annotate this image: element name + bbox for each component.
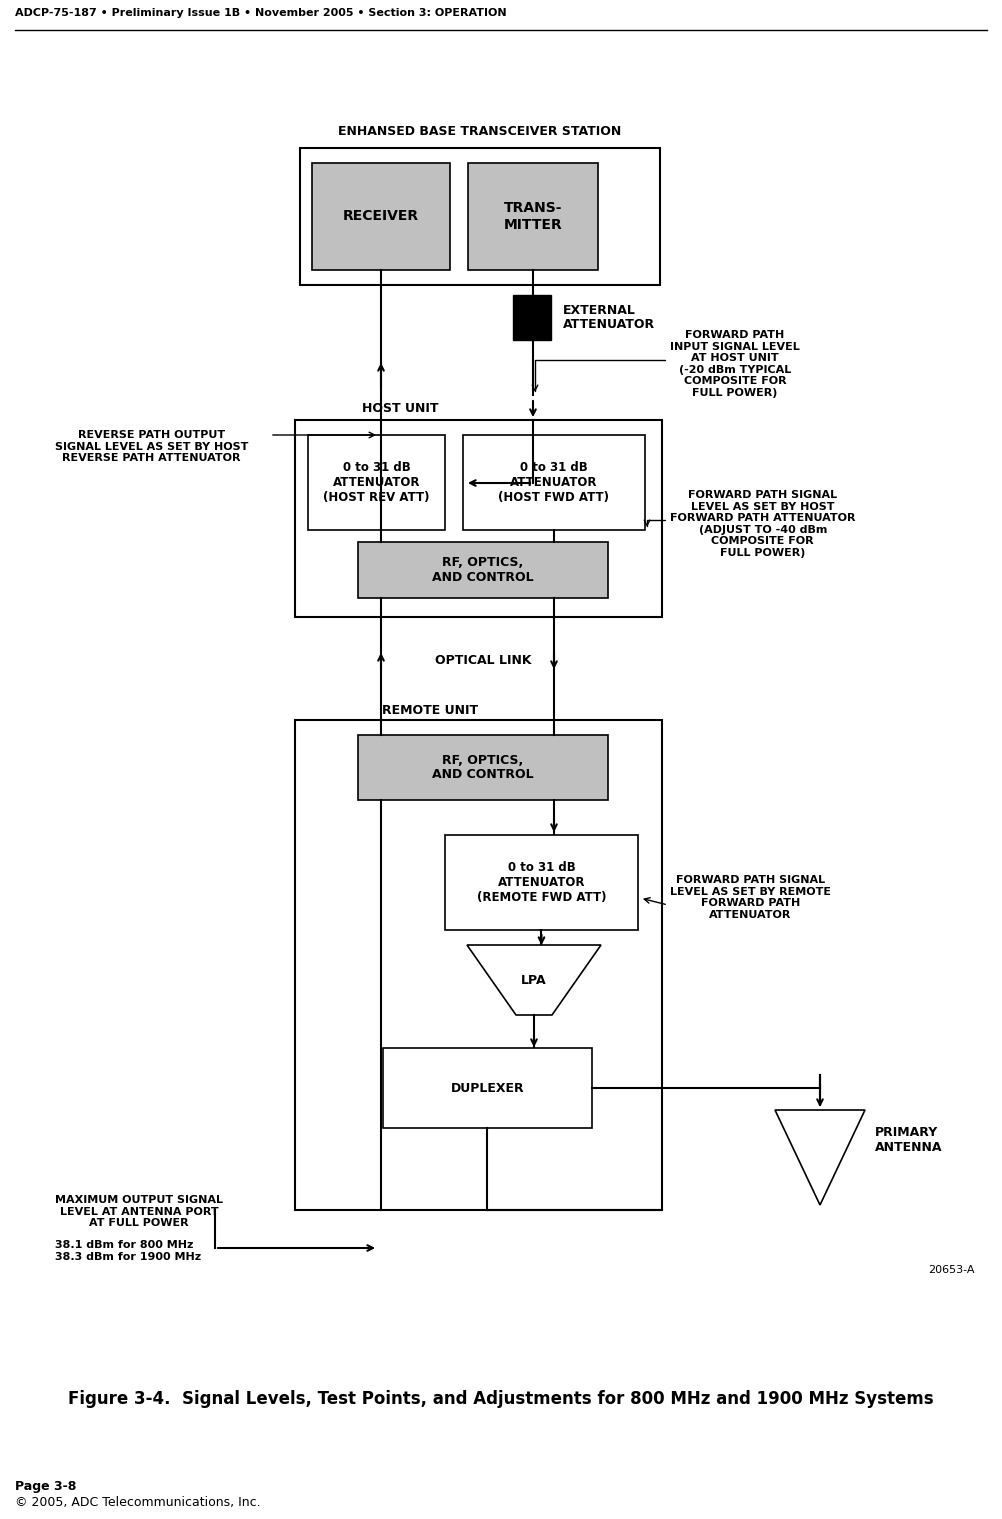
- Text: ENHANSED BASE TRANSCEIVER STATION: ENHANSED BASE TRANSCEIVER STATION: [339, 125, 621, 138]
- Text: RECEIVER: RECEIVER: [343, 210, 419, 223]
- Bar: [463, 434, 645, 530]
- Text: FORWARD PATH
INPUT SIGNAL LEVEL
AT HOST UNIT
(-20 dBm TYPICAL
COMPOSITE FOR
FULL: FORWARD PATH INPUT SIGNAL LEVEL AT HOST …: [670, 330, 800, 398]
- Text: REVERSE PATH OUTPUT
SIGNAL LEVEL AS SET BY HOST
REVERSE PATH ATTENUATOR: REVERSE PATH OUTPUT SIGNAL LEVEL AS SET …: [55, 430, 248, 463]
- Text: HOST UNIT: HOST UNIT: [362, 401, 438, 415]
- Bar: [308, 434, 445, 530]
- Text: RF, OPTICS,
AND CONTROL: RF, OPTICS, AND CONTROL: [432, 556, 534, 583]
- Text: PRIMARY
ANTENNA: PRIMARY ANTENNA: [875, 1126, 943, 1154]
- Text: TRANS-
MITTER: TRANS- MITTER: [504, 202, 562, 231]
- Bar: [358, 735, 608, 801]
- Text: 38.1 dBm for 800 MHz
38.3 dBm for 1900 MHz: 38.1 dBm for 800 MHz 38.3 dBm for 1900 M…: [55, 1240, 201, 1262]
- Bar: [358, 542, 608, 598]
- Text: MAXIMUM OUTPUT SIGNAL
LEVEL AT ANTENNA PORT
AT FULL POWER: MAXIMUM OUTPUT SIGNAL LEVEL AT ANTENNA P…: [55, 1195, 223, 1229]
- Text: Figure 3-4.  Signal Levels, Test Points, and Adjustments for 800 MHz and 1900 MH: Figure 3-4. Signal Levels, Test Points, …: [68, 1390, 934, 1408]
- Text: OPTICAL LINK: OPTICAL LINK: [435, 653, 531, 667]
- Text: ADCP-75-187 • Preliminary Issue 1B • November 2005 • Section 3: OPERATION: ADCP-75-187 • Preliminary Issue 1B • Nov…: [15, 8, 507, 18]
- Text: FORWARD PATH SIGNAL
LEVEL AS SET BY HOST
FORWARD PATH ATTENUATOR
(ADJUST TO -40 : FORWARD PATH SIGNAL LEVEL AS SET BY HOST…: [670, 491, 856, 557]
- Bar: [295, 720, 662, 1211]
- Text: LPA: LPA: [521, 974, 547, 986]
- Text: 0 to 31 dB
ATTENUATOR
(HOST FWD ATT): 0 to 31 dB ATTENUATOR (HOST FWD ATT): [499, 460, 609, 504]
- Text: 20653-A: 20653-A: [929, 1265, 975, 1274]
- Text: DUPLEXER: DUPLEXER: [451, 1082, 524, 1095]
- Text: 0 to 31 dB
ATTENUATOR
(REMOTE FWD ATT): 0 to 31 dB ATTENUATOR (REMOTE FWD ATT): [477, 861, 606, 904]
- Text: 0 to 31 dB
ATTENUATOR
(HOST REV ATT): 0 to 31 dB ATTENUATOR (HOST REV ATT): [324, 460, 430, 504]
- Polygon shape: [467, 945, 601, 1015]
- Bar: [300, 147, 660, 286]
- Bar: [295, 419, 662, 617]
- Text: EXTERNAL
ATTENUATOR: EXTERNAL ATTENUATOR: [563, 304, 655, 331]
- Text: Page 3-8: Page 3-8: [15, 1480, 76, 1493]
- Polygon shape: [775, 1110, 865, 1205]
- Text: FORWARD PATH SIGNAL
LEVEL AS SET BY REMOTE
FORWARD PATH
ATTENUATOR: FORWARD PATH SIGNAL LEVEL AS SET BY REMO…: [670, 875, 831, 921]
- Bar: [513, 295, 551, 340]
- Bar: [445, 835, 638, 930]
- Bar: [383, 1048, 592, 1129]
- Bar: [468, 163, 598, 270]
- Text: REMOTE UNIT: REMOTE UNIT: [382, 703, 478, 717]
- Text: RF, OPTICS,
AND CONTROL: RF, OPTICS, AND CONTROL: [432, 753, 534, 781]
- Text: © 2005, ADC Telecommunications, Inc.: © 2005, ADC Telecommunications, Inc.: [15, 1496, 261, 1508]
- Bar: [312, 163, 450, 270]
